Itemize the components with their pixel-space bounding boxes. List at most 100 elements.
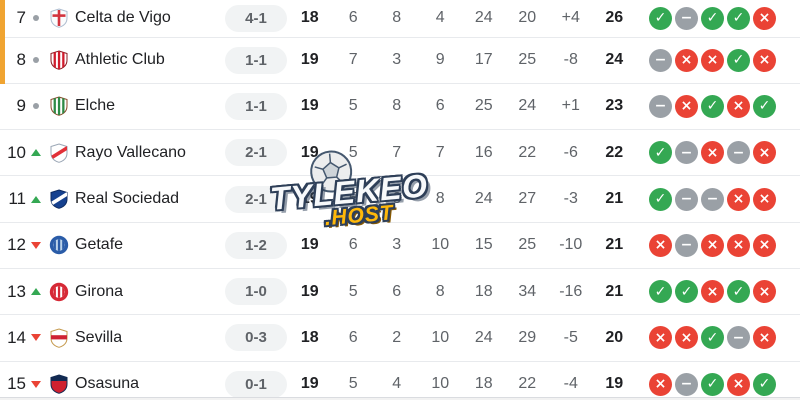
form-loss-icon[interactable]: × — [727, 233, 750, 257]
team-name: Osasuna — [75, 375, 140, 393]
stat-losses: 8 — [435, 282, 445, 300]
team-logo-icon — [46, 8, 72, 29]
form-draw-icon[interactable]: − — [649, 48, 672, 72]
form-loss-icon[interactable]: × — [753, 233, 776, 257]
form-win-icon[interactable]: ✓ — [649, 141, 672, 165]
position-number: 11 — [8, 189, 26, 209]
table-row[interactable]: 8 Athletic Club 1-1 19 7 3 9 17 25 -8 24… — [0, 38, 800, 84]
form-win-icon[interactable]: ✓ — [727, 6, 750, 30]
form-win-icon[interactable]: ✓ — [753, 94, 776, 118]
form-loss-icon[interactable]: × — [753, 6, 776, 30]
table-row[interactable]: 14 Sevilla 0-3 18 6 2 10 24 29 -5 20 × × ✓… — [0, 315, 800, 362]
form-loss-icon[interactable]: × — [701, 233, 724, 257]
form-loss-icon[interactable]: × — [675, 94, 698, 118]
last-result-badge[interactable]: 1-1 — [225, 92, 287, 120]
form-win-icon[interactable]: ✓ — [727, 280, 750, 304]
form-history: × − × × × — [649, 233, 776, 257]
trend-down-icon — [31, 334, 41, 342]
form-win-icon[interactable]: ✓ — [701, 94, 724, 118]
stat-goal-difference: -16 — [559, 282, 583, 300]
form-history: ✓ − ✓ ✓ × — [649, 6, 776, 30]
trend-up-icon — [31, 149, 41, 157]
last-result-badge[interactable]: 2-1 — [225, 139, 287, 167]
position-number: 14 — [7, 327, 26, 347]
table-row[interactable]: 12 Getafe 1-2 19 6 3 10 15 25 -10 21 × − ×… — [0, 223, 800, 269]
form-win-icon[interactable]: ✓ — [701, 6, 724, 30]
stat-matches-played: 19 — [300, 51, 319, 69]
stat-points: 26 — [605, 9, 624, 27]
form-win-icon[interactable]: ✓ — [649, 280, 672, 304]
form-loss-icon[interactable]: × — [753, 48, 776, 72]
stat-goals-for: 17 — [474, 51, 493, 69]
form-win-icon[interactable]: ✓ — [753, 372, 776, 396]
team-logo-icon — [46, 282, 72, 302]
last-result-badge[interactable]: 0-1 — [225, 370, 287, 398]
form-win-icon[interactable]: ✓ — [649, 187, 672, 211]
trend-same-icon — [33, 103, 39, 110]
form-history: ✓ − − × × — [649, 187, 776, 211]
form-win-icon[interactable]: ✓ — [701, 372, 724, 396]
form-loss-icon[interactable]: × — [753, 280, 776, 304]
form-loss-icon[interactable]: × — [675, 48, 698, 72]
stat-goals-for: 18 — [474, 282, 493, 300]
form-draw-icon[interactable]: − — [649, 94, 672, 118]
form-draw-icon[interactable]: − — [701, 187, 724, 211]
last-result-badge[interactable]: 1-0 — [225, 278, 287, 306]
stat-goals-against: 24 — [518, 97, 537, 115]
table-row[interactable]: 11 Real Sociedad 2-1 19 5 6 8 24 27 -3 2… — [0, 176, 800, 223]
form-loss-icon[interactable]: × — [727, 94, 750, 118]
table-row[interactable]: 7 Celta de Vigo 4-1 18 6 8 4 24 20 +4 26… — [0, 0, 800, 38]
stat-wins: 5 — [348, 190, 358, 208]
stat-goals-against: 34 — [518, 282, 537, 300]
form-draw-icon[interactable]: − — [675, 233, 698, 257]
stat-matches-played: 18 — [300, 328, 319, 346]
form-draw-icon[interactable]: − — [727, 326, 750, 350]
stat-losses: 6 — [435, 97, 445, 115]
last-result-badge[interactable]: 1-2 — [225, 231, 287, 259]
stat-draws: 4 — [392, 375, 402, 393]
form-win-icon[interactable]: ✓ — [649, 6, 672, 30]
form-loss-icon[interactable]: × — [753, 141, 776, 165]
form-win-icon[interactable]: ✓ — [701, 326, 724, 350]
form-draw-icon[interactable]: − — [675, 141, 698, 165]
stat-points: 21 — [605, 236, 624, 254]
form-loss-icon[interactable]: × — [753, 187, 776, 211]
stat-draws: 6 — [392, 282, 402, 300]
form-loss-icon[interactable]: × — [675, 326, 698, 350]
stat-points: 24 — [605, 51, 624, 69]
form-win-icon[interactable]: ✓ — [727, 48, 750, 72]
last-result-badge[interactable]: 4-1 — [225, 4, 287, 32]
form-loss-icon[interactable]: × — [753, 326, 776, 350]
form-win-icon[interactable]: ✓ — [675, 280, 698, 304]
stat-losses: 10 — [431, 236, 450, 254]
stat-matches-played: 19 — [300, 236, 319, 254]
form-loss-icon[interactable]: × — [701, 48, 724, 72]
form-history: ✓ ✓ × ✓ × — [649, 280, 776, 304]
form-loss-icon[interactable]: × — [727, 187, 750, 211]
form-loss-icon[interactable]: × — [727, 372, 750, 396]
table-row[interactable]: 15 Osasuna 0-1 19 5 4 10 18 22 -4 19 × − ✓… — [0, 362, 800, 400]
form-history: − × × ✓ × — [649, 48, 776, 72]
stat-wins: 6 — [348, 236, 358, 254]
form-draw-icon[interactable]: − — [727, 141, 750, 165]
form-draw-icon[interactable]: − — [675, 6, 698, 30]
stat-goal-difference: -4 — [563, 375, 578, 393]
stat-losses: 4 — [435, 9, 445, 27]
form-draw-icon[interactable]: − — [675, 187, 698, 211]
table-bottom-edge — [0, 397, 800, 400]
table-row[interactable]: 13 Girona 1-0 19 5 6 8 18 34 -16 21 ✓ ✓ × ✓… — [0, 269, 800, 316]
team-name: Getafe — [75, 236, 124, 254]
last-result-badge[interactable]: 0-3 — [225, 324, 287, 352]
form-loss-icon[interactable]: × — [649, 372, 672, 396]
form-loss-icon[interactable]: × — [649, 326, 672, 350]
last-result-badge[interactable]: 2-1 — [225, 185, 287, 213]
team-name: Real Sociedad — [75, 190, 180, 208]
last-result-badge[interactable]: 1-1 — [225, 46, 287, 74]
table-row[interactable]: 10 Rayo Vallecano 2-1 19 5 7 7 16 22 -6 … — [0, 130, 800, 177]
stat-matches-played: 19 — [300, 143, 319, 161]
form-loss-icon[interactable]: × — [701, 280, 724, 304]
form-loss-icon[interactable]: × — [701, 141, 724, 165]
form-loss-icon[interactable]: × — [649, 233, 672, 257]
table-row[interactable]: 9 Elche 1-1 19 5 8 6 25 24 +1 23 − × ✓ × ✓ — [0, 84, 800, 131]
form-draw-icon[interactable]: − — [675, 372, 698, 396]
